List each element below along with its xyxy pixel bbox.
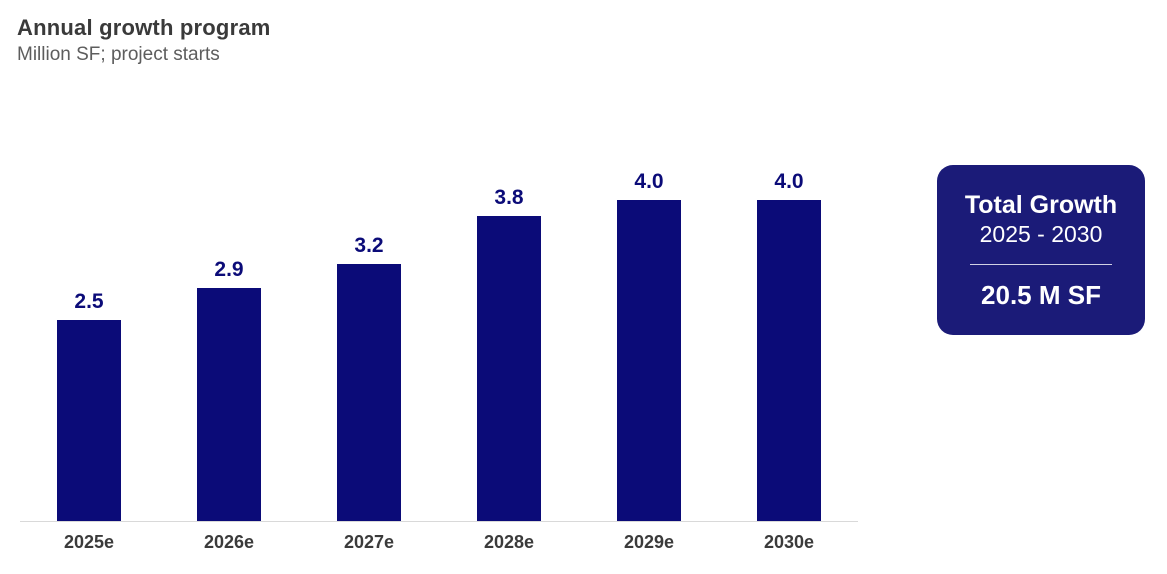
x-tick-label: 2027e bbox=[343, 532, 395, 552]
total-growth-period: 2025 - 2030 bbox=[979, 221, 1103, 248]
bar-value-label: 3.8 bbox=[494, 186, 524, 209]
bar-value-label: 2.9 bbox=[214, 258, 244, 281]
total-growth-callout: Total Growth 2025 - 2030 20.5 M SF bbox=[937, 165, 1145, 335]
total-growth-value: 20.5 M SF bbox=[981, 280, 1101, 311]
summary-divider bbox=[970, 264, 1112, 266]
bar-value-label: 4.0 bbox=[774, 170, 804, 193]
x-tick-label: 2026e bbox=[203, 532, 255, 552]
chart-title: Annual growth program bbox=[17, 15, 271, 40]
bar-2030e bbox=[757, 200, 821, 521]
bar-2027e bbox=[337, 264, 401, 521]
chart-header: Annual growth program Million SF; projec… bbox=[17, 14, 271, 67]
bar-value-label: 4.0 bbox=[634, 170, 664, 193]
x-tick-label: 2025e bbox=[63, 532, 115, 552]
x-tick-label: 2029e bbox=[623, 532, 675, 552]
bar-2029e bbox=[617, 200, 681, 521]
chart-subtitle: Million SF; project starts bbox=[17, 43, 220, 65]
bar-value-label: 3.2 bbox=[354, 234, 384, 257]
bar-chart: 2.5 2025e 2.9 2026e 3.2 2027e 3.8 2028e 4.0 2029e… bbox=[20, 140, 858, 560]
bar-2026e bbox=[197, 288, 261, 521]
bar-2028e bbox=[477, 216, 541, 521]
bar-value-label: 2.5 bbox=[74, 290, 104, 313]
x-tick-label: 2030e bbox=[763, 532, 815, 552]
x-axis-line bbox=[20, 521, 858, 522]
bar-2025e bbox=[57, 320, 121, 521]
total-growth-title: Total Growth bbox=[964, 191, 1118, 220]
x-tick-label: 2028e bbox=[483, 532, 535, 552]
